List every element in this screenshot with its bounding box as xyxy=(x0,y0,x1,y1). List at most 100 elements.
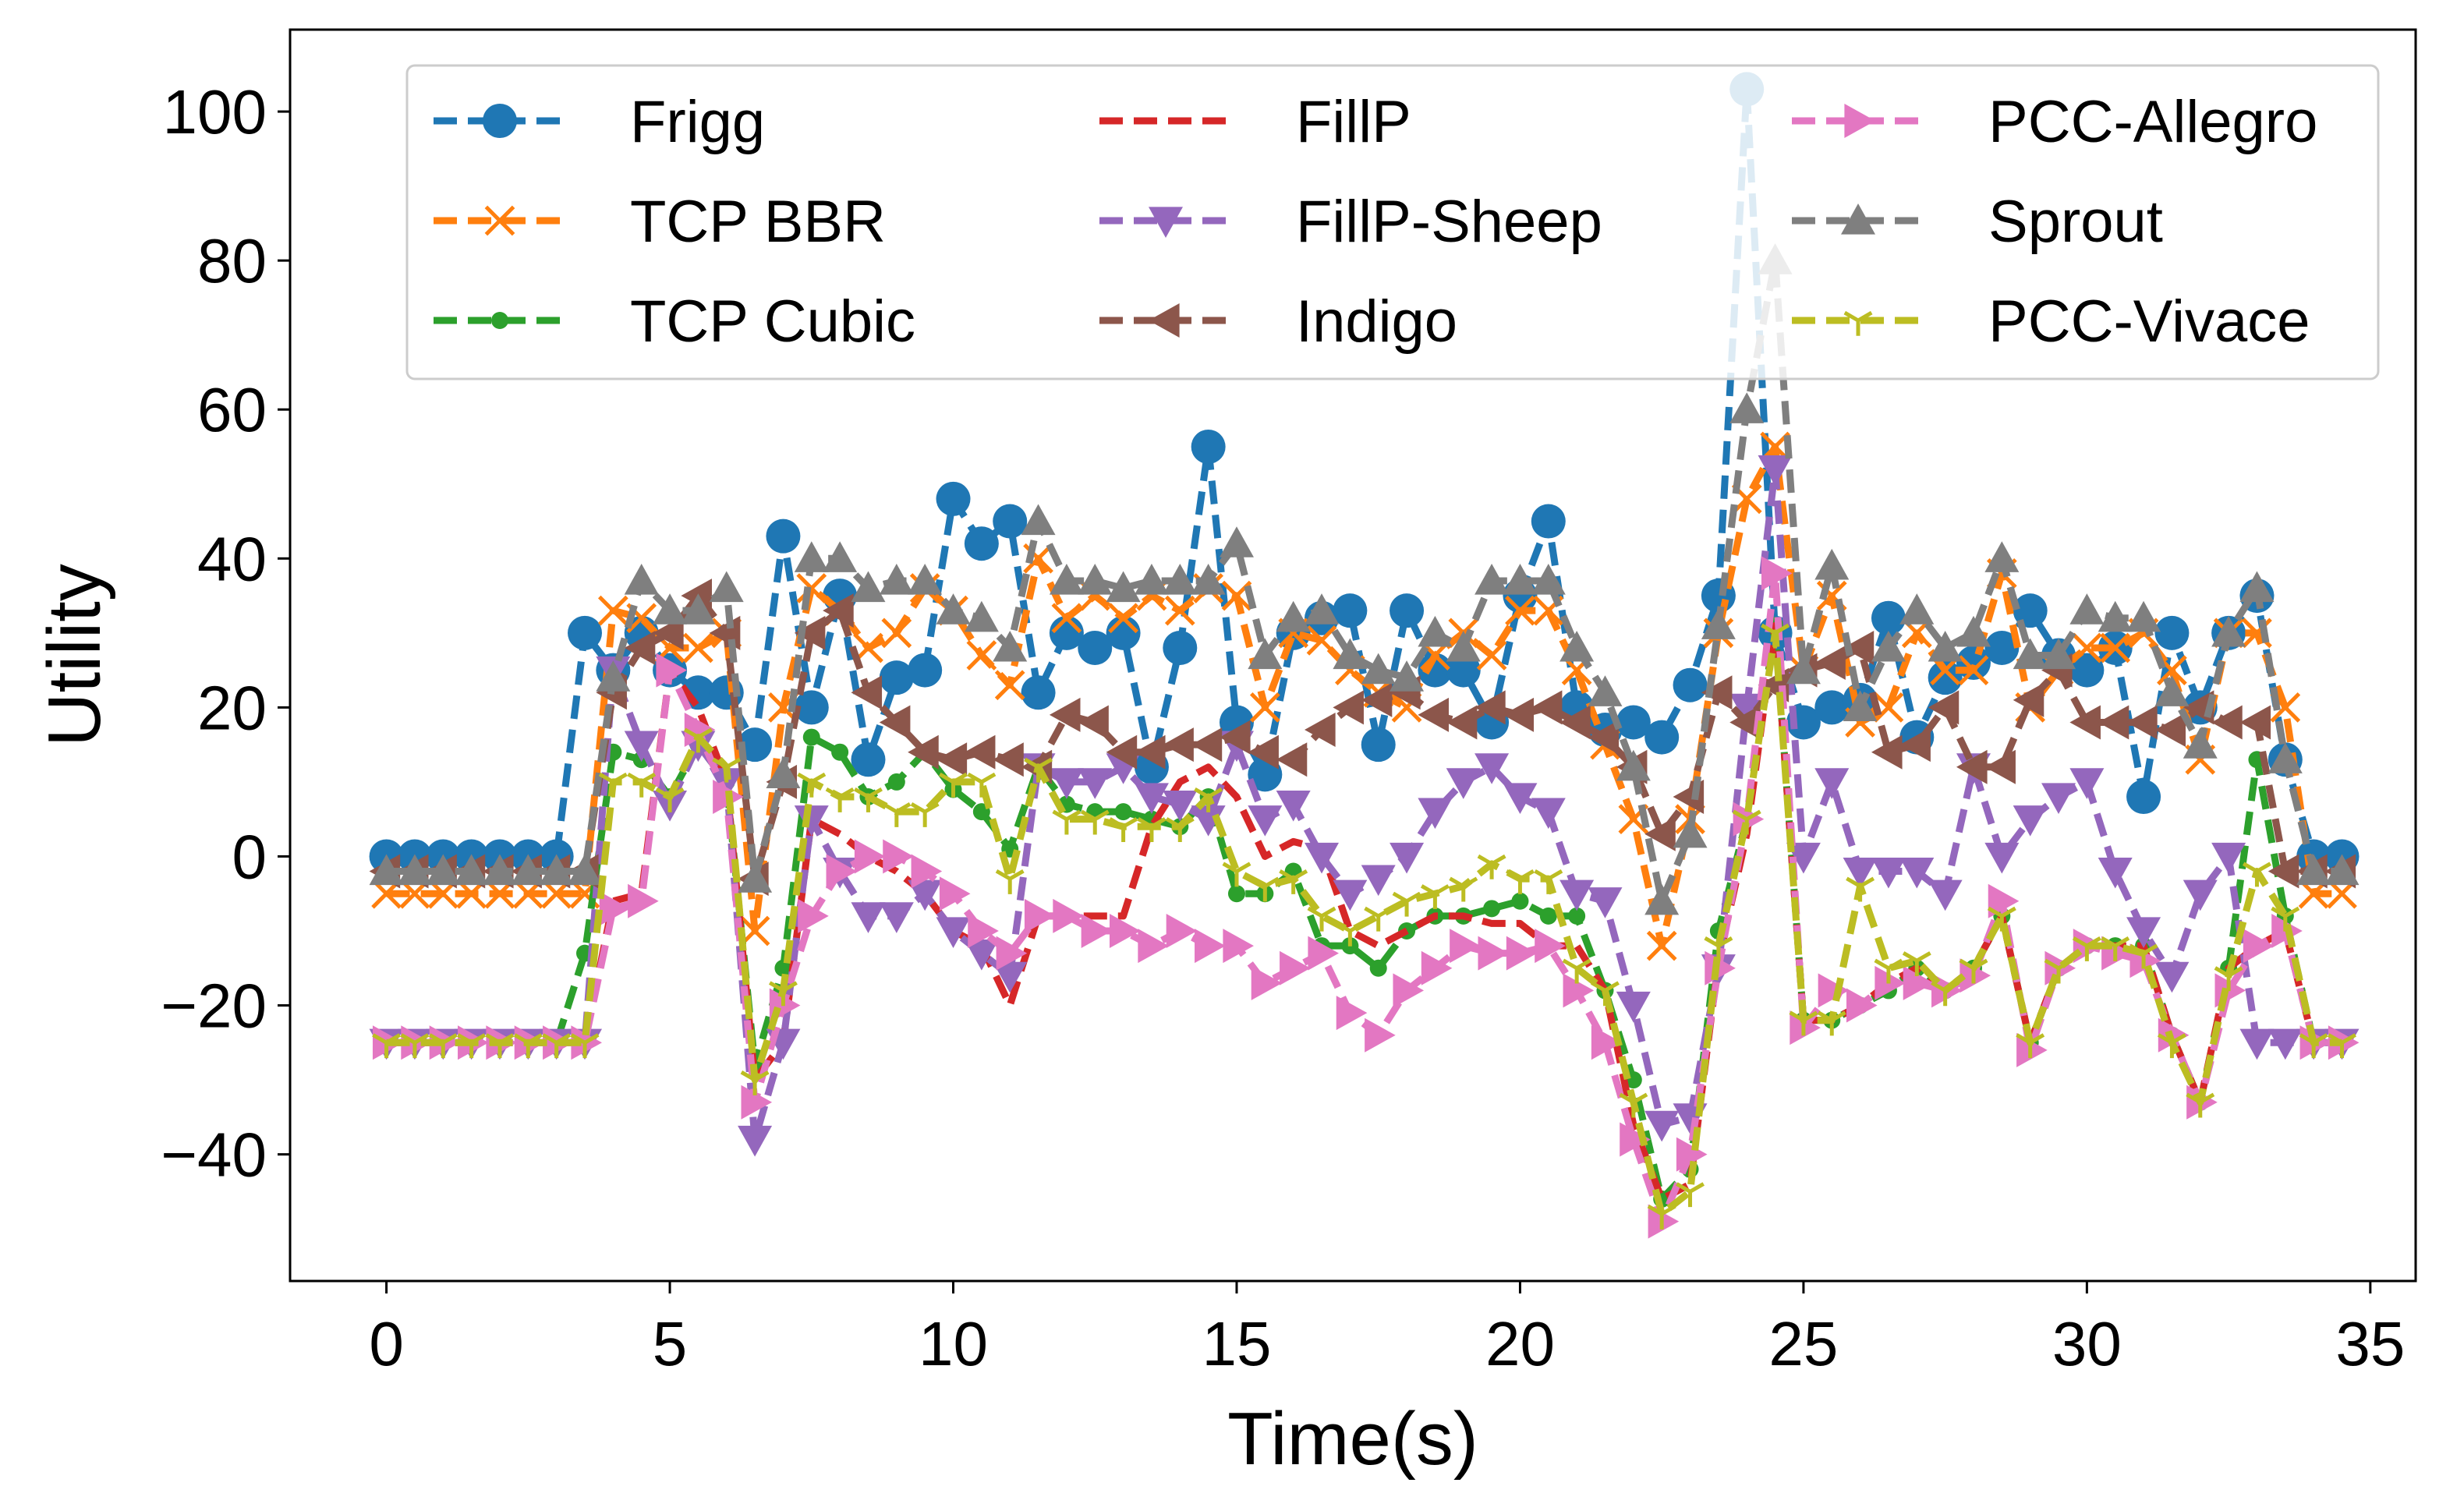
data-point xyxy=(2154,961,2190,993)
data-point xyxy=(1928,660,1963,695)
data-point xyxy=(1903,965,1935,1000)
data-point xyxy=(794,615,826,650)
data-point xyxy=(597,595,628,626)
data-point xyxy=(542,1033,572,1059)
data-point xyxy=(1369,959,1387,977)
data-point xyxy=(768,981,798,1007)
data-point xyxy=(1899,857,1935,889)
data-point xyxy=(2069,768,2105,799)
data-point xyxy=(426,854,461,886)
legend-label: TCP Cubic xyxy=(630,288,915,355)
data-point xyxy=(511,854,546,886)
data-point xyxy=(2186,1092,2215,1118)
data-point xyxy=(1222,862,1251,887)
data-point xyxy=(1873,692,1904,723)
data-point xyxy=(1392,891,1421,917)
data-point xyxy=(1109,913,1141,948)
data-point xyxy=(1814,548,1850,580)
data-point xyxy=(1024,898,1056,933)
data-point xyxy=(2239,571,2275,603)
data-point xyxy=(1814,690,1850,725)
data-point xyxy=(1108,603,1138,634)
data-point xyxy=(1843,690,1878,721)
data-point xyxy=(1931,981,1960,1007)
series-line xyxy=(386,629,2342,1218)
data-point xyxy=(2296,854,2331,886)
data-point xyxy=(1531,504,1566,539)
data-point xyxy=(1114,803,1132,821)
data-point xyxy=(882,802,912,827)
x-tick-label: 35 xyxy=(2335,1309,2405,1378)
data-point xyxy=(1361,682,1393,717)
data-point xyxy=(624,563,659,595)
data-point xyxy=(1673,816,1708,848)
data-point xyxy=(2069,705,2101,740)
data-point xyxy=(1902,951,1931,976)
data-point xyxy=(1729,392,1765,423)
data-point xyxy=(1644,816,1676,851)
data-point xyxy=(831,743,849,761)
data-point xyxy=(2271,906,2300,932)
data-point xyxy=(936,917,971,948)
legend: Frigg TCP BBR TCP Cubic FillP FillP-Sheep Ind… xyxy=(405,64,2380,380)
data-point xyxy=(1475,753,1510,784)
y-tick-label: 0 xyxy=(232,822,267,891)
data-point xyxy=(2126,780,2161,815)
data-point xyxy=(1559,630,1595,662)
x-tick-label: 20 xyxy=(1485,1309,1555,1378)
data-point xyxy=(482,854,517,886)
data-point xyxy=(2183,879,2218,911)
legend-item: PCC-Allegro xyxy=(1792,89,2317,155)
data-point xyxy=(1446,630,1481,662)
data-point xyxy=(740,1070,770,1095)
data-point xyxy=(939,772,968,798)
data-point xyxy=(1846,876,1875,902)
data-point xyxy=(996,936,1028,971)
data-point xyxy=(1248,638,1283,670)
data-point xyxy=(1644,1110,1680,1142)
data-point xyxy=(1138,929,1169,964)
data-point xyxy=(1051,603,1082,634)
data-point xyxy=(1701,608,1736,639)
data-point xyxy=(1336,996,1368,1031)
data-point xyxy=(712,757,742,783)
series-layer xyxy=(369,72,2360,1239)
data-point xyxy=(1418,615,1453,647)
data-point xyxy=(2126,705,2158,740)
data-point xyxy=(1164,595,1195,626)
series-sprout xyxy=(369,243,2360,915)
data-point xyxy=(1559,879,1595,911)
data-point xyxy=(1335,921,1365,947)
data-point xyxy=(1505,869,1535,894)
data-point xyxy=(908,563,943,595)
y-tick-label: 20 xyxy=(197,673,267,742)
data-point xyxy=(879,705,911,740)
data-point xyxy=(1483,900,1501,918)
data-point xyxy=(1959,958,1988,984)
data-point xyxy=(2072,936,2101,961)
data-point xyxy=(2013,593,2048,628)
data-point xyxy=(1616,749,1651,781)
data-point xyxy=(1843,310,1873,336)
data-point xyxy=(966,640,997,671)
x-tick-label: 15 xyxy=(1202,1309,1271,1378)
data-point xyxy=(1333,879,1368,911)
data-point xyxy=(1307,906,1336,932)
data-point xyxy=(1109,817,1138,843)
y-axis-label: Utility xyxy=(33,564,116,747)
data-point xyxy=(1163,790,1198,822)
data-point xyxy=(568,854,603,886)
data-point xyxy=(1219,720,1251,755)
data-point xyxy=(1191,430,1226,464)
data-point xyxy=(1191,805,1226,837)
data-point xyxy=(1361,727,1396,763)
data-point xyxy=(1446,653,1481,688)
legend-label: Frigg xyxy=(630,89,765,155)
data-point xyxy=(2098,857,2133,889)
data-point xyxy=(794,805,829,837)
data-point xyxy=(1021,675,1056,710)
legend-item: FillP xyxy=(1099,89,1411,155)
data-point xyxy=(2239,705,2271,740)
data-point xyxy=(598,772,628,798)
data-point xyxy=(656,653,688,688)
